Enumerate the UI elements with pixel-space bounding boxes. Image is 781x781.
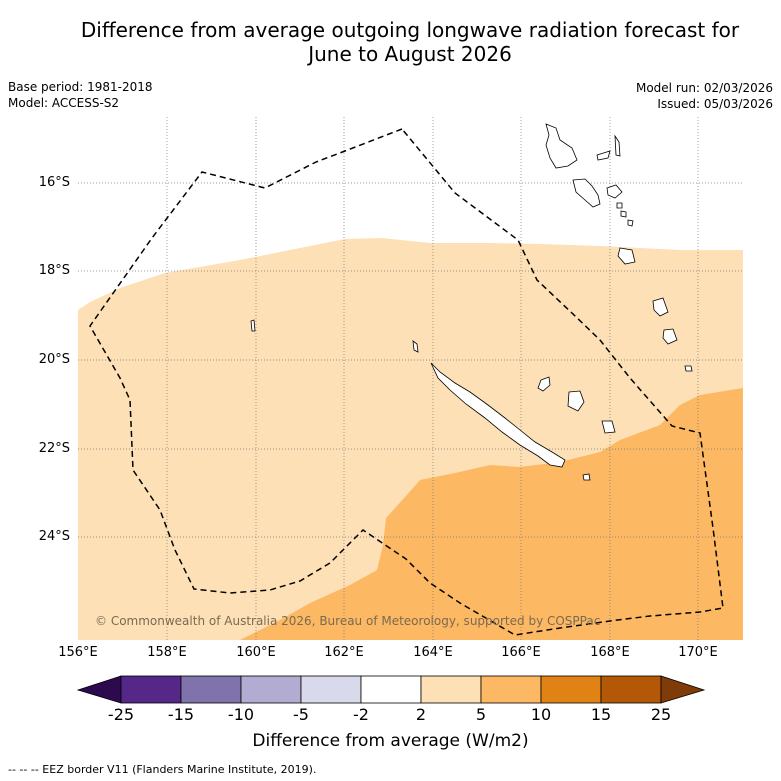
isle-of-pines xyxy=(582,473,591,481)
lon-label-160e: 160°E xyxy=(236,645,276,660)
new-caledonia-island xyxy=(430,362,566,468)
title-line-1: Difference from average outgoing longwav… xyxy=(80,18,740,42)
colorbar-tick: -2 xyxy=(353,705,369,724)
vanuatu-malekula xyxy=(572,178,601,208)
eez-border xyxy=(89,128,724,636)
colorbar-tick: -5 xyxy=(293,705,309,724)
colorbar-segment-neg25-neg15 xyxy=(120,675,182,704)
lon-label-166e: 166°E xyxy=(501,645,541,660)
colorbar-tick: 15 xyxy=(590,705,612,724)
colorbar-segment-5-10 xyxy=(480,675,542,704)
vanuatu-small-1 xyxy=(616,202,623,209)
coastlines xyxy=(250,123,693,481)
colorbar-segment-10-15 xyxy=(540,675,602,704)
lat-label-24s: 24°S xyxy=(38,529,70,544)
copyright-notice: © Commonwealth of Australia 2026, Bureau… xyxy=(95,614,601,628)
eez-legend: -- -- -- EEZ border V11 (Flanders Marine… xyxy=(8,763,317,776)
colorbar-segment-neg10-neg5 xyxy=(240,675,302,704)
meta-left: Base period: 1981-2018 Model: ACCESS-S2 xyxy=(8,79,153,111)
colorbar-tick: -25 xyxy=(107,705,135,724)
vanuatu-pentecost xyxy=(614,134,621,157)
colorbar-tick: 5 xyxy=(475,705,487,724)
vanuatu-espiritu-santo xyxy=(545,123,578,169)
lon-label-164e: 164°E xyxy=(413,645,453,660)
base-period: Base period: 1981-2018 xyxy=(8,80,153,94)
map-title: Difference from average outgoing longwav… xyxy=(0,18,781,66)
vanuatu-small-3 xyxy=(627,219,634,227)
colorbar-arrow-left xyxy=(76,675,122,704)
chesterfield-islet xyxy=(250,319,256,332)
lon-label-156e: 156°E xyxy=(58,645,98,660)
meta-right: Model run: 02/03/2026 Issued: 05/03/2026 xyxy=(636,80,773,112)
vanuatu-ambae xyxy=(596,150,611,161)
lon-label-168e: 168°E xyxy=(590,645,630,660)
colorbar xyxy=(76,675,706,704)
colorbar-tick: 10 xyxy=(530,705,552,724)
colorbar-tick: 25 xyxy=(650,705,672,724)
belep-islands xyxy=(412,340,419,353)
vanuatu-erromango xyxy=(617,247,636,265)
colorbar-tick: -10 xyxy=(227,705,255,724)
vanuatu-small-2 xyxy=(620,210,627,218)
vanuatu-efate xyxy=(606,184,623,199)
lat-label-18s: 18°S xyxy=(38,263,70,278)
colorbar-arrow-right xyxy=(660,675,706,704)
vanuatu-aneityum xyxy=(652,297,669,317)
graticule xyxy=(78,117,743,640)
model-name: Model: ACCESS-S2 xyxy=(8,96,120,110)
loyalty-islands-3 xyxy=(601,420,616,434)
lon-label-158e: 158°E xyxy=(147,645,187,660)
lat-label-16s: 16°S xyxy=(38,175,70,190)
anomaly-region-5-to-10 xyxy=(240,388,743,640)
loyalty-islands-1 xyxy=(537,376,551,392)
loyalty-islands-2 xyxy=(567,390,585,412)
issued-date: Issued: 05/03/2026 xyxy=(657,97,773,111)
colorbar-segment-neg5-neg2 xyxy=(300,675,362,704)
colorbar-segment-2-5 xyxy=(420,675,482,704)
colorbar-tick: 2 xyxy=(415,705,427,724)
colorbar-segment-15-25 xyxy=(600,675,662,704)
colorbar-segment-neg2-2 xyxy=(360,675,422,704)
model-run: Model run: 02/03/2026 xyxy=(635,81,773,95)
lat-label-22s: 22°S xyxy=(38,441,70,456)
colorbar-title: Difference from average (W/m2) xyxy=(252,731,529,751)
southeast-islet xyxy=(684,365,693,372)
lat-label-20s: 20°S xyxy=(38,352,70,367)
lon-label-162e: 162°E xyxy=(324,645,364,660)
vanuatu-tanna xyxy=(662,328,678,345)
title-line-2: June to August 2026 xyxy=(308,42,512,66)
colorbar-tick: -15 xyxy=(167,705,195,724)
lon-label-170e: 170°E xyxy=(678,645,718,660)
colorbar-segment-neg15-neg10 xyxy=(180,675,242,704)
